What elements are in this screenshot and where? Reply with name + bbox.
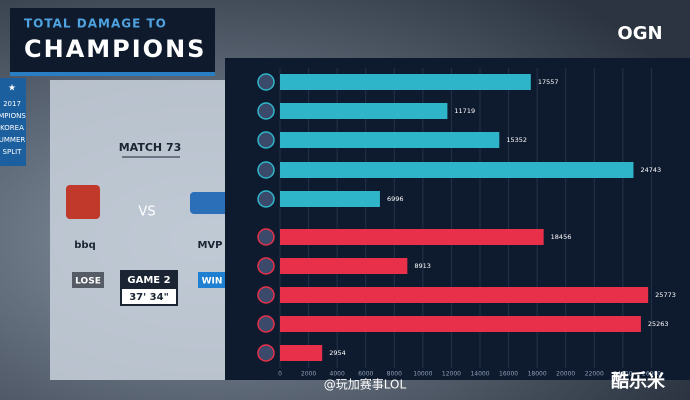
x-tick-label: 16000 bbox=[499, 371, 518, 378]
champion-icon bbox=[257, 73, 275, 91]
x-tick-label: 10000 bbox=[413, 371, 432, 378]
x-tick-label: 14000 bbox=[470, 371, 489, 378]
duration-box bbox=[122, 289, 176, 304]
x-tick-label: 6000 bbox=[358, 371, 373, 378]
bar bbox=[280, 258, 408, 274]
value-label: 24743 bbox=[640, 166, 661, 174]
sidebar-line: UMMER bbox=[0, 136, 25, 144]
x-tick-label: 8000 bbox=[387, 371, 402, 378]
watermark: 酷乐米 bbox=[611, 370, 666, 392]
team1-result: LOSE bbox=[75, 277, 101, 287]
team2-result-box bbox=[198, 272, 226, 288]
champion-icon bbox=[257, 286, 275, 304]
bar bbox=[280, 162, 634, 178]
value-label: 2954 bbox=[329, 349, 346, 357]
sidebar-line: KOREA bbox=[0, 124, 24, 132]
x-tick-label: 4000 bbox=[330, 371, 345, 378]
champion-icon bbox=[257, 257, 275, 275]
value-label: 8913 bbox=[414, 262, 431, 270]
header-box bbox=[10, 8, 215, 76]
x-tick-label: 26000 bbox=[642, 371, 661, 378]
team1-name: bbq bbox=[74, 240, 95, 251]
sidebar bbox=[0, 78, 26, 166]
header-line1: TOTAL DAMAGE TO bbox=[24, 17, 167, 31]
bar bbox=[280, 74, 531, 90]
champion-icon bbox=[257, 102, 275, 120]
value-label: 11719 bbox=[454, 107, 475, 115]
champion-icon bbox=[257, 344, 275, 362]
broadcaster-logo: OGN bbox=[617, 23, 662, 44]
vs: VS bbox=[138, 205, 155, 220]
sidebar-text: 2017 MPIONS KOREA UMMER SPLIT bbox=[0, 100, 26, 156]
sidebar-line: 2017 bbox=[3, 100, 21, 108]
bar bbox=[280, 229, 544, 245]
team1-result-box bbox=[72, 272, 104, 288]
bar bbox=[280, 103, 448, 119]
sidebar-line: MPIONS bbox=[0, 112, 26, 120]
x-tick-label: 22000 bbox=[585, 371, 604, 378]
champion-icon bbox=[257, 190, 275, 208]
duration: 37' 34" bbox=[129, 292, 169, 303]
x-tick-label: 18000 bbox=[528, 371, 547, 378]
team2-name: MVP bbox=[197, 240, 222, 251]
chart: 0 2000 4000 6000 8000 10000 12000 14000 16000 180… bbox=[257, 68, 676, 378]
team1-logo bbox=[66, 185, 100, 219]
bar bbox=[280, 287, 649, 303]
header-line2: CHAMPIONS bbox=[24, 35, 206, 63]
champion-icon bbox=[257, 131, 275, 149]
value-label: 15352 bbox=[506, 136, 527, 144]
value-label: 17557 bbox=[538, 78, 559, 86]
header-accent bbox=[10, 72, 215, 76]
bar bbox=[280, 345, 323, 361]
value-label: 18456 bbox=[551, 233, 572, 241]
sidebar-line: SPLIT bbox=[3, 148, 23, 156]
champion-icon bbox=[257, 315, 275, 333]
value-label: 25263 bbox=[648, 320, 669, 328]
team2-result: WIN bbox=[202, 277, 223, 287]
champion-icon bbox=[257, 161, 275, 179]
value-label: 6996 bbox=[387, 195, 404, 203]
value-label: 25773 bbox=[655, 291, 676, 299]
champion-icon bbox=[257, 228, 275, 246]
game: GAME 2 bbox=[127, 275, 170, 286]
bar bbox=[280, 316, 641, 332]
x-tick-label: 12000 bbox=[442, 371, 461, 378]
x-tick-label: 24000 bbox=[613, 371, 632, 378]
team2-logo bbox=[190, 192, 236, 214]
match-panel bbox=[50, 80, 228, 380]
x-tick-label: 0 bbox=[278, 371, 282, 378]
bar bbox=[280, 132, 500, 148]
x-tick-label: 20000 bbox=[556, 371, 575, 378]
match-title: MATCH 73 bbox=[119, 141, 182, 154]
x-tick-label: 2000 bbox=[301, 371, 316, 378]
watermark: @玩加赛事LOL bbox=[324, 377, 407, 392]
sidebar-star: ★ bbox=[8, 84, 16, 94]
bar bbox=[280, 191, 380, 207]
